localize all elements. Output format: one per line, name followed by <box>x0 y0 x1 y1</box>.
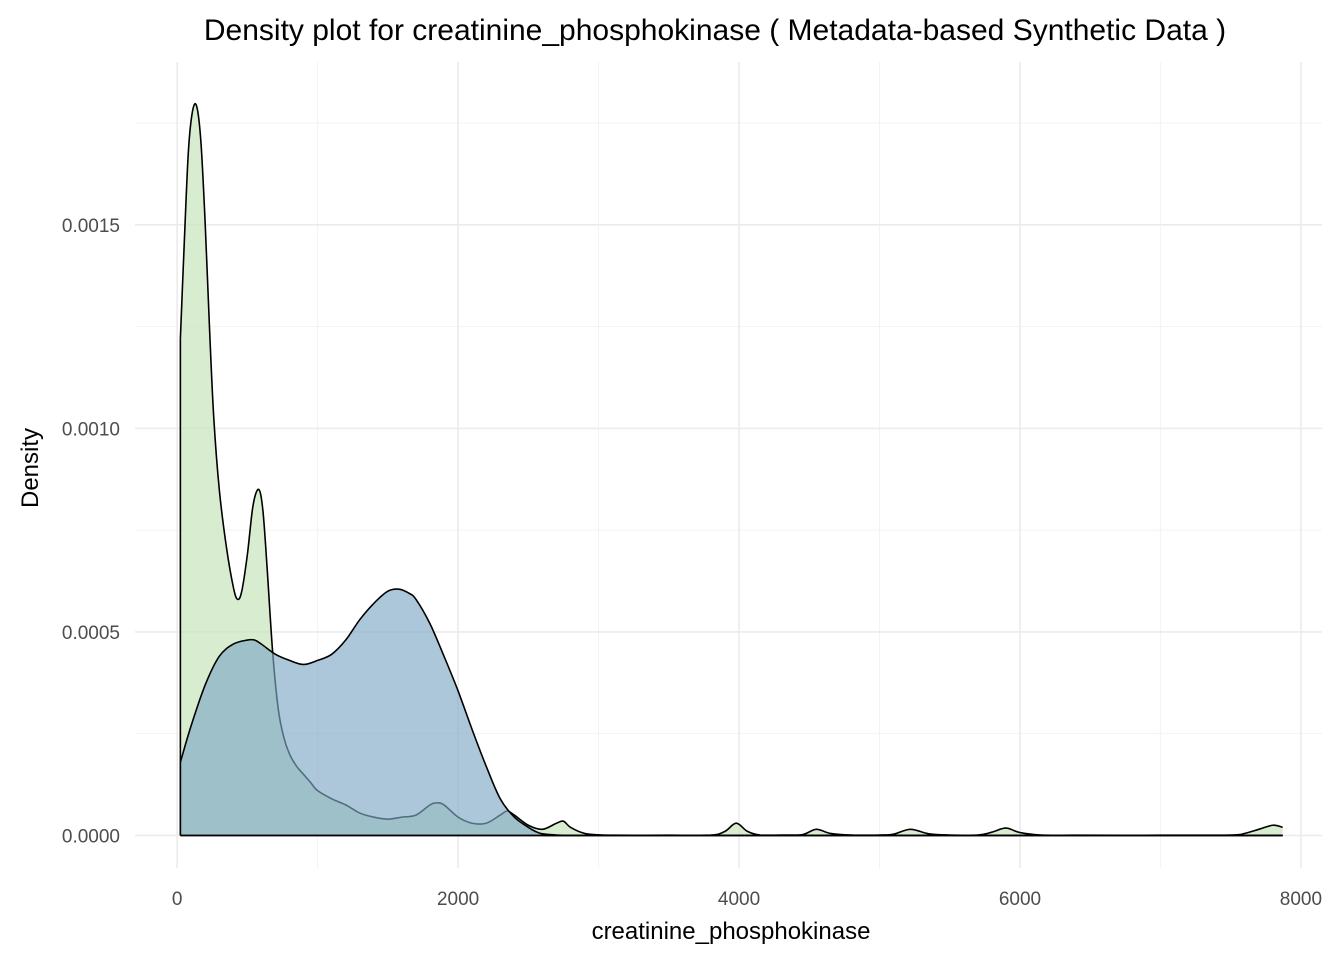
x-tick-label: 4000 <box>718 889 760 910</box>
x-axis-title: creatinine_phosphokinase <box>592 918 871 945</box>
x-tick-label: 0 <box>172 889 183 910</box>
chart-title: Density plot for creatinine_phosphokinas… <box>204 14 1226 47</box>
density-area-2 <box>180 588 1283 836</box>
x-tick-label: 2000 <box>437 889 479 910</box>
x-tick-label: 6000 <box>999 889 1041 910</box>
density-series <box>179 102 1283 837</box>
x-tick-label: 8000 <box>1280 889 1322 910</box>
y-tick-label: 0.0005 <box>62 623 120 644</box>
y-tick-label: 0.0010 <box>62 419 120 440</box>
y-tick-label: 0.0015 <box>62 216 120 237</box>
y-axis-title: Density <box>17 428 44 508</box>
axis-ticks: 0 2000 4000 6000 8000 0.0000 0.0005 0.0010 0.001… <box>62 216 1322 910</box>
y-tick-label: 0.0000 <box>62 826 120 847</box>
